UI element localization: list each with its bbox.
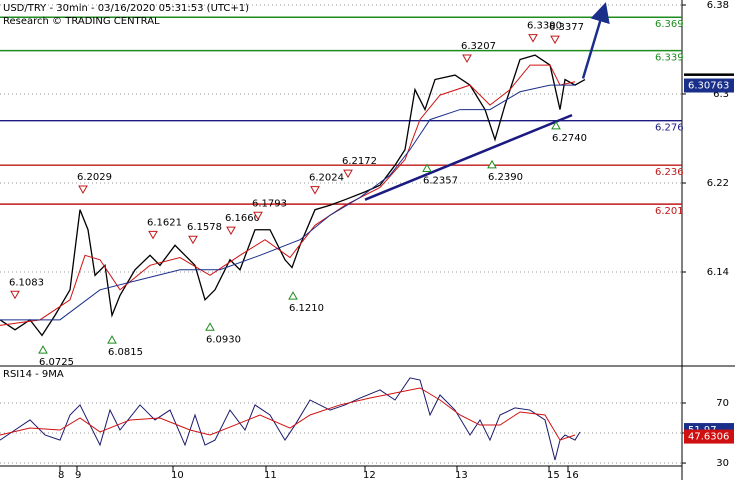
pivot-low-label: 6.2357 — [423, 176, 458, 187]
level-label: 6.369 — [655, 19, 684, 30]
pivot-low-label: 6.1210 — [289, 303, 324, 314]
rsi-title: RSI14 - 9MA — [3, 369, 64, 380]
pivot-high-marker — [188, 235, 198, 245]
pivot-high-marker — [310, 186, 320, 195]
pivot-high-label: 6.2029 — [77, 172, 112, 183]
x-tick-label: 8 — [58, 470, 64, 480]
pivot-high-label: 6.2024 — [309, 173, 344, 184]
x-tick-label: 11 — [264, 470, 277, 480]
chart-subtitle: Research © TRADING CENTRAL — [3, 16, 160, 27]
line-series — [0, 84, 575, 321]
pivot-low-marker — [288, 291, 298, 300]
x-tick-label: 13 — [455, 470, 468, 480]
line-series — [0, 64, 576, 326]
price-panel: 6.14 6.22 6.3 6.38 6.369 6.339 6.276 6.236 6.201… — [0, 0, 734, 368]
pivot-high-marker — [343, 169, 353, 179]
price-tag: 6.30763 — [688, 81, 729, 92]
x-tick-label: 15 — [547, 470, 560, 480]
pivot-high-marker — [148, 230, 158, 240]
level-label: 6.201 — [655, 206, 684, 217]
x-tick-label: 10 — [171, 470, 184, 480]
pivot-high-label: 6.3207 — [461, 41, 496, 52]
pivot-high-marker — [550, 35, 560, 45]
pivot-high-marker — [78, 185, 88, 195]
pivot-low-marker — [422, 163, 432, 173]
pivot-high-marker — [10, 290, 20, 300]
pivot-high-label: 6.2172 — [342, 156, 377, 167]
pivot-low-label: 6.2740 — [552, 133, 587, 144]
pivot-low-label: 6.0725 — [39, 357, 74, 368]
pivot-low-marker — [205, 322, 215, 331]
y-tick-label: 6.3 — [713, 89, 729, 100]
price-tag-box — [684, 78, 734, 93]
level-label: 6.276 — [655, 123, 684, 134]
chart-title: USD/TRY - 30min - 03/16/2020 05:31:53 (U… — [3, 3, 249, 14]
pivot-high-marker — [528, 34, 538, 43]
x-tick-label: 12 — [363, 470, 376, 480]
pivot-high-label: 6.3377 — [549, 22, 584, 33]
pivot-low-label: 6.0815 — [108, 347, 143, 358]
pivot-high-label: 6.1083 — [9, 277, 44, 288]
pivot-low-marker — [38, 345, 48, 354]
level-label: 6.236 — [655, 167, 684, 178]
pivot-high-label: 6.1621 — [147, 217, 182, 228]
trendline — [364, 113, 573, 201]
pivot-low-marker — [487, 159, 497, 169]
pivot-low-label: 6.2390 — [488, 172, 523, 183]
line-series — [0, 54, 586, 337]
pivot-low-marker — [107, 335, 117, 344]
projection-arrow — [581, 2, 610, 79]
y-tick-label: 30 — [716, 458, 729, 469]
level-label: 6.339 — [655, 53, 684, 64]
y-tick-label: 6.38 — [707, 0, 729, 11]
line-series — [0, 387, 576, 441]
pivot-high-label: 6.3390 — [527, 21, 562, 32]
value-tag: 47.6306 — [688, 432, 729, 443]
pivot-high-label: 6.1793 — [252, 198, 287, 209]
y-tick-label: 6.14 — [707, 267, 729, 278]
pivot-high-marker — [253, 211, 263, 221]
value-tag-box — [684, 429, 734, 444]
pivot-high-label: 6.1578 — [187, 222, 222, 233]
y-tick-label: 6.22 — [707, 178, 729, 189]
pivot-low-label: 6.0930 — [206, 334, 241, 345]
pivot-high-marker — [462, 54, 472, 63]
pivot-low-marker — [551, 120, 561, 130]
x-tick-label: 16 — [566, 470, 579, 480]
pivot-high-label: 6.1660 — [225, 213, 260, 224]
pivot-high-marker — [226, 226, 236, 236]
y-tick-label: 70 — [716, 398, 729, 409]
x-tick-label: 9 — [75, 470, 81, 480]
